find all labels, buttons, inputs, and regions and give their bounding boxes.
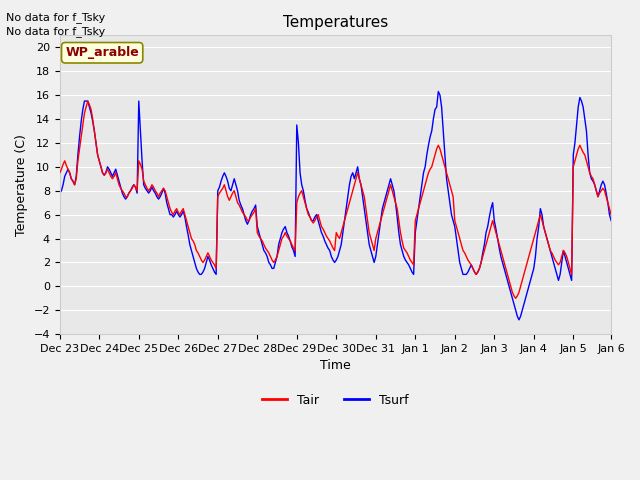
X-axis label: Time: Time bbox=[320, 360, 351, 372]
Y-axis label: Temperature (C): Temperature (C) bbox=[15, 134, 28, 236]
Title: Temperatures: Temperatures bbox=[283, 15, 388, 30]
Legend: Tair, Tsurf: Tair, Tsurf bbox=[257, 389, 414, 411]
Text: No data for f_Tsky: No data for f_Tsky bbox=[6, 26, 106, 37]
Text: No data for f_Tsky: No data for f_Tsky bbox=[6, 12, 106, 23]
Text: WP_arable: WP_arable bbox=[65, 46, 139, 59]
